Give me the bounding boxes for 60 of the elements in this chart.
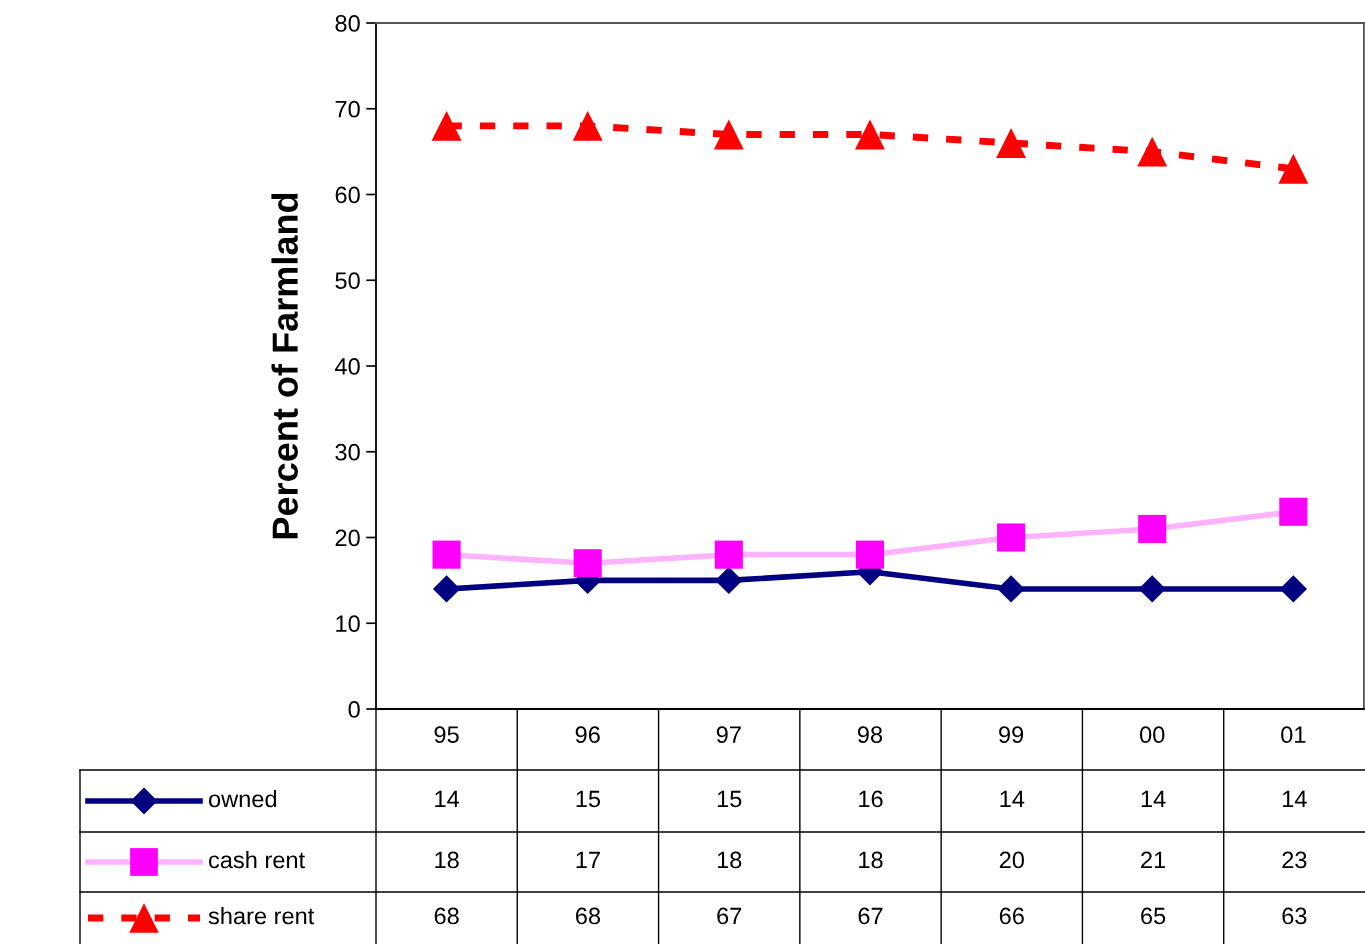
x-tick-label: 96 xyxy=(575,726,600,744)
x-tick-label: 99 xyxy=(999,726,1024,744)
x-tick-label: 00 xyxy=(1140,726,1165,744)
legend-label: cash rent xyxy=(209,850,305,869)
y-tick-label: 0 xyxy=(348,701,360,718)
x-tick-label: 97 xyxy=(716,726,741,744)
legend-label: share rent xyxy=(208,906,315,925)
point xyxy=(431,110,462,141)
data-label: 15 xyxy=(576,790,601,808)
data-label: 66 xyxy=(999,907,1024,925)
data-label: 15 xyxy=(717,790,742,808)
legend-label: owned xyxy=(208,789,277,808)
point xyxy=(997,523,1026,552)
point xyxy=(1278,153,1309,184)
point xyxy=(1138,514,1167,543)
y-tick-label: 40 xyxy=(335,358,360,375)
point xyxy=(855,119,885,150)
data-label: 14 xyxy=(1283,790,1307,808)
point xyxy=(572,110,603,141)
data-label: 65 xyxy=(1141,907,1166,925)
data-label: 68 xyxy=(434,907,459,925)
x-tick-label: 01 xyxy=(1281,726,1306,744)
data-label: 16 xyxy=(859,790,883,808)
data-label: 68 xyxy=(576,907,601,925)
y-tick-label: 50 xyxy=(335,272,360,290)
point xyxy=(713,119,744,150)
data-label: 21 xyxy=(1141,851,1166,869)
data-label: 63 xyxy=(1282,907,1307,925)
y-tick-label: 30 xyxy=(335,443,360,461)
data-label: 18 xyxy=(435,851,459,869)
data-label: 14 xyxy=(1000,790,1025,808)
point xyxy=(432,575,461,603)
data-label: 18 xyxy=(717,851,742,869)
y-tick-label: 70 xyxy=(335,100,360,118)
point xyxy=(997,575,1025,603)
data-label: 17 xyxy=(576,851,600,869)
y-tick-label: 10 xyxy=(336,615,360,633)
data-label: 23 xyxy=(1282,851,1307,869)
y-tick-label: 60 xyxy=(335,186,360,204)
y-tick-label: 20 xyxy=(335,529,360,547)
x-tick-label: 98 xyxy=(857,726,883,744)
data-label: 14 xyxy=(1141,790,1166,808)
point xyxy=(996,128,1027,158)
data-label: 67 xyxy=(717,907,742,925)
point xyxy=(1137,136,1168,167)
point xyxy=(714,540,743,569)
point xyxy=(1279,575,1308,603)
x-tick-label: 95 xyxy=(434,726,459,744)
y-tick-label: 80 xyxy=(335,15,360,32)
point xyxy=(573,549,602,578)
data-label: 20 xyxy=(999,851,1024,869)
point xyxy=(1279,497,1308,526)
point xyxy=(1138,575,1166,603)
data-label: 67 xyxy=(858,907,883,925)
data-label: 18 xyxy=(859,851,883,869)
y-axis-title: Percent of Farmland xyxy=(271,193,298,539)
point xyxy=(855,540,885,569)
point xyxy=(432,540,461,569)
data-label: 14 xyxy=(435,790,460,808)
point xyxy=(715,566,743,595)
